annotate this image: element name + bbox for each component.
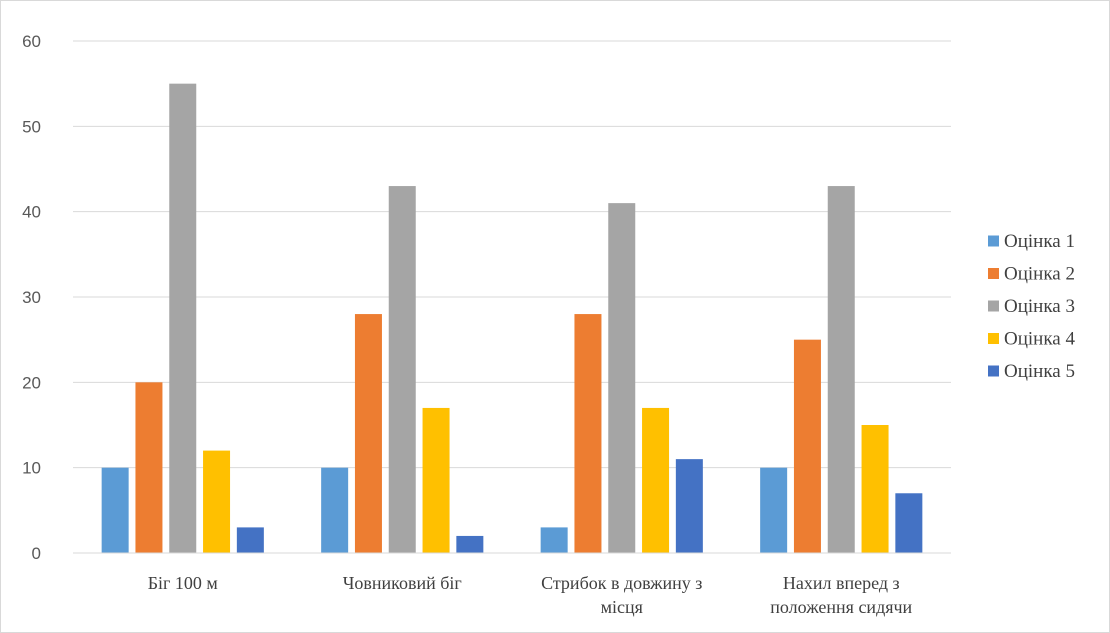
bar (760, 468, 787, 553)
legend-label: Оцінка 2 (1004, 264, 1075, 285)
legend-label: Оцінка 1 (1004, 231, 1075, 252)
legend-item: Оцінка 5 (988, 361, 1075, 382)
y-tick-label: 0 (32, 544, 41, 563)
bar (169, 84, 196, 553)
legend-swatch (988, 301, 999, 312)
bar (423, 408, 450, 553)
bar (237, 527, 264, 553)
y-tick-label: 50 (22, 117, 41, 136)
y-tick-label: 40 (22, 203, 41, 222)
bars (73, 84, 951, 553)
bar (203, 451, 230, 553)
legend-swatch (988, 268, 999, 279)
bar (541, 527, 568, 553)
bar (574, 314, 601, 553)
legend-swatch (988, 366, 999, 377)
y-tick-label: 60 (22, 32, 41, 51)
bar (895, 493, 922, 553)
bar (321, 468, 348, 553)
bar (642, 408, 669, 553)
legend-item: Оцінка 4 (988, 329, 1075, 350)
bar (862, 425, 889, 553)
legend-item: Оцінка 1 (988, 231, 1075, 252)
bar (355, 314, 382, 553)
bar (676, 459, 703, 553)
bar (828, 186, 855, 553)
legend-swatch (988, 236, 999, 247)
legend-label: Оцінка 3 (1004, 296, 1075, 317)
legend-swatch (988, 333, 999, 344)
bar (456, 536, 483, 553)
y-tick-label: 20 (22, 373, 41, 392)
y-tick-label: 30 (22, 288, 41, 307)
y-tick-label: 10 (22, 459, 41, 478)
bar (608, 203, 635, 553)
bar (135, 382, 162, 553)
bar (389, 186, 416, 553)
bar (102, 468, 129, 553)
x-tick-label: Човниковий біг (343, 573, 462, 593)
legend-item: Оцінка 2 (988, 264, 1075, 285)
bar (794, 340, 821, 553)
x-tick-label: Нахил вперед з положення сидячи (770, 573, 912, 617)
x-axis-labels: Біг 100 м Човниковий біг Стрибок в довжину… (148, 573, 913, 617)
legend-item: Оцінка 3 (988, 296, 1075, 317)
x-tick-label: Біг 100 м (148, 573, 218, 593)
legend-label: Оцінка 5 (1004, 361, 1075, 382)
legend: Оцінка 1 Оцінка 2 Оцінка 3 Оцінка 4 Оцінка 5 (988, 231, 1075, 382)
y-axis-ticks: 0 10 20 30 40 50 60 (22, 32, 41, 563)
x-tick-label: Стрибок в довжину з місця (541, 573, 702, 617)
legend-label: Оцінка 4 (1004, 329, 1075, 350)
